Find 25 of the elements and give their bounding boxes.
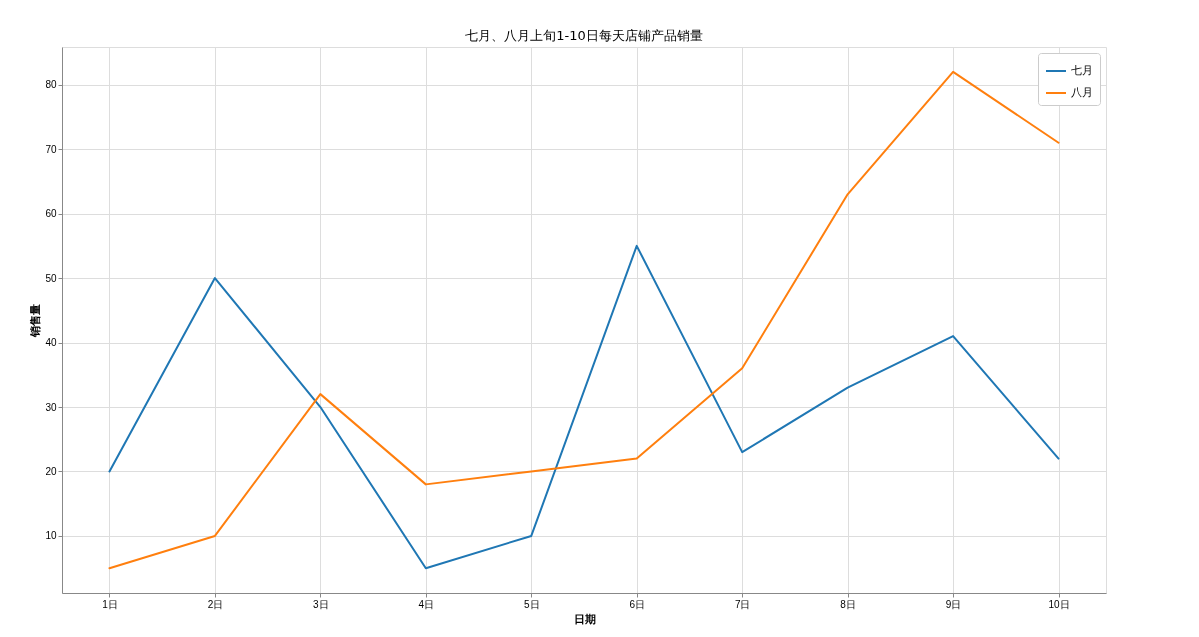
x-tick-label: 1日 — [102, 598, 118, 610]
y-tick-label: 50 — [45, 272, 57, 284]
line-series — [108, 70, 1060, 570]
y-axis-title: 销售量 — [29, 304, 42, 338]
y-tick-label: 60 — [45, 208, 57, 220]
legend-label: 七月 — [1071, 64, 1093, 77]
x-tick-label: 7日 — [734, 598, 751, 610]
x-tick-label: 2日 — [207, 598, 224, 610]
line-series — [108, 244, 1060, 570]
y-tick-label: 80 — [45, 79, 57, 91]
x-tick-label: 5日 — [523, 598, 540, 610]
y-tick-label: 70 — [45, 143, 57, 155]
x-tick-label: 8日 — [840, 598, 856, 610]
y-tick-label: 20 — [45, 465, 57, 477]
x-axis-title: 日期 — [573, 612, 596, 625]
x-tick-label: 3日 — [313, 598, 329, 610]
chart-title: 七月、八月上旬1-10日每天店铺产品销量 — [465, 28, 703, 43]
y-tick-label: 30 — [45, 401, 57, 413]
x-tick-label: 4日 — [418, 598, 435, 610]
y-tick-label: 40 — [45, 337, 57, 349]
x-tick-label: 9日 — [945, 598, 962, 610]
x-tick-label: 10日 — [1048, 598, 1070, 610]
legend-label: 八月 — [1071, 86, 1093, 99]
x-tick-label: 6日 — [629, 598, 646, 610]
y-tick-label: 10 — [45, 530, 57, 542]
